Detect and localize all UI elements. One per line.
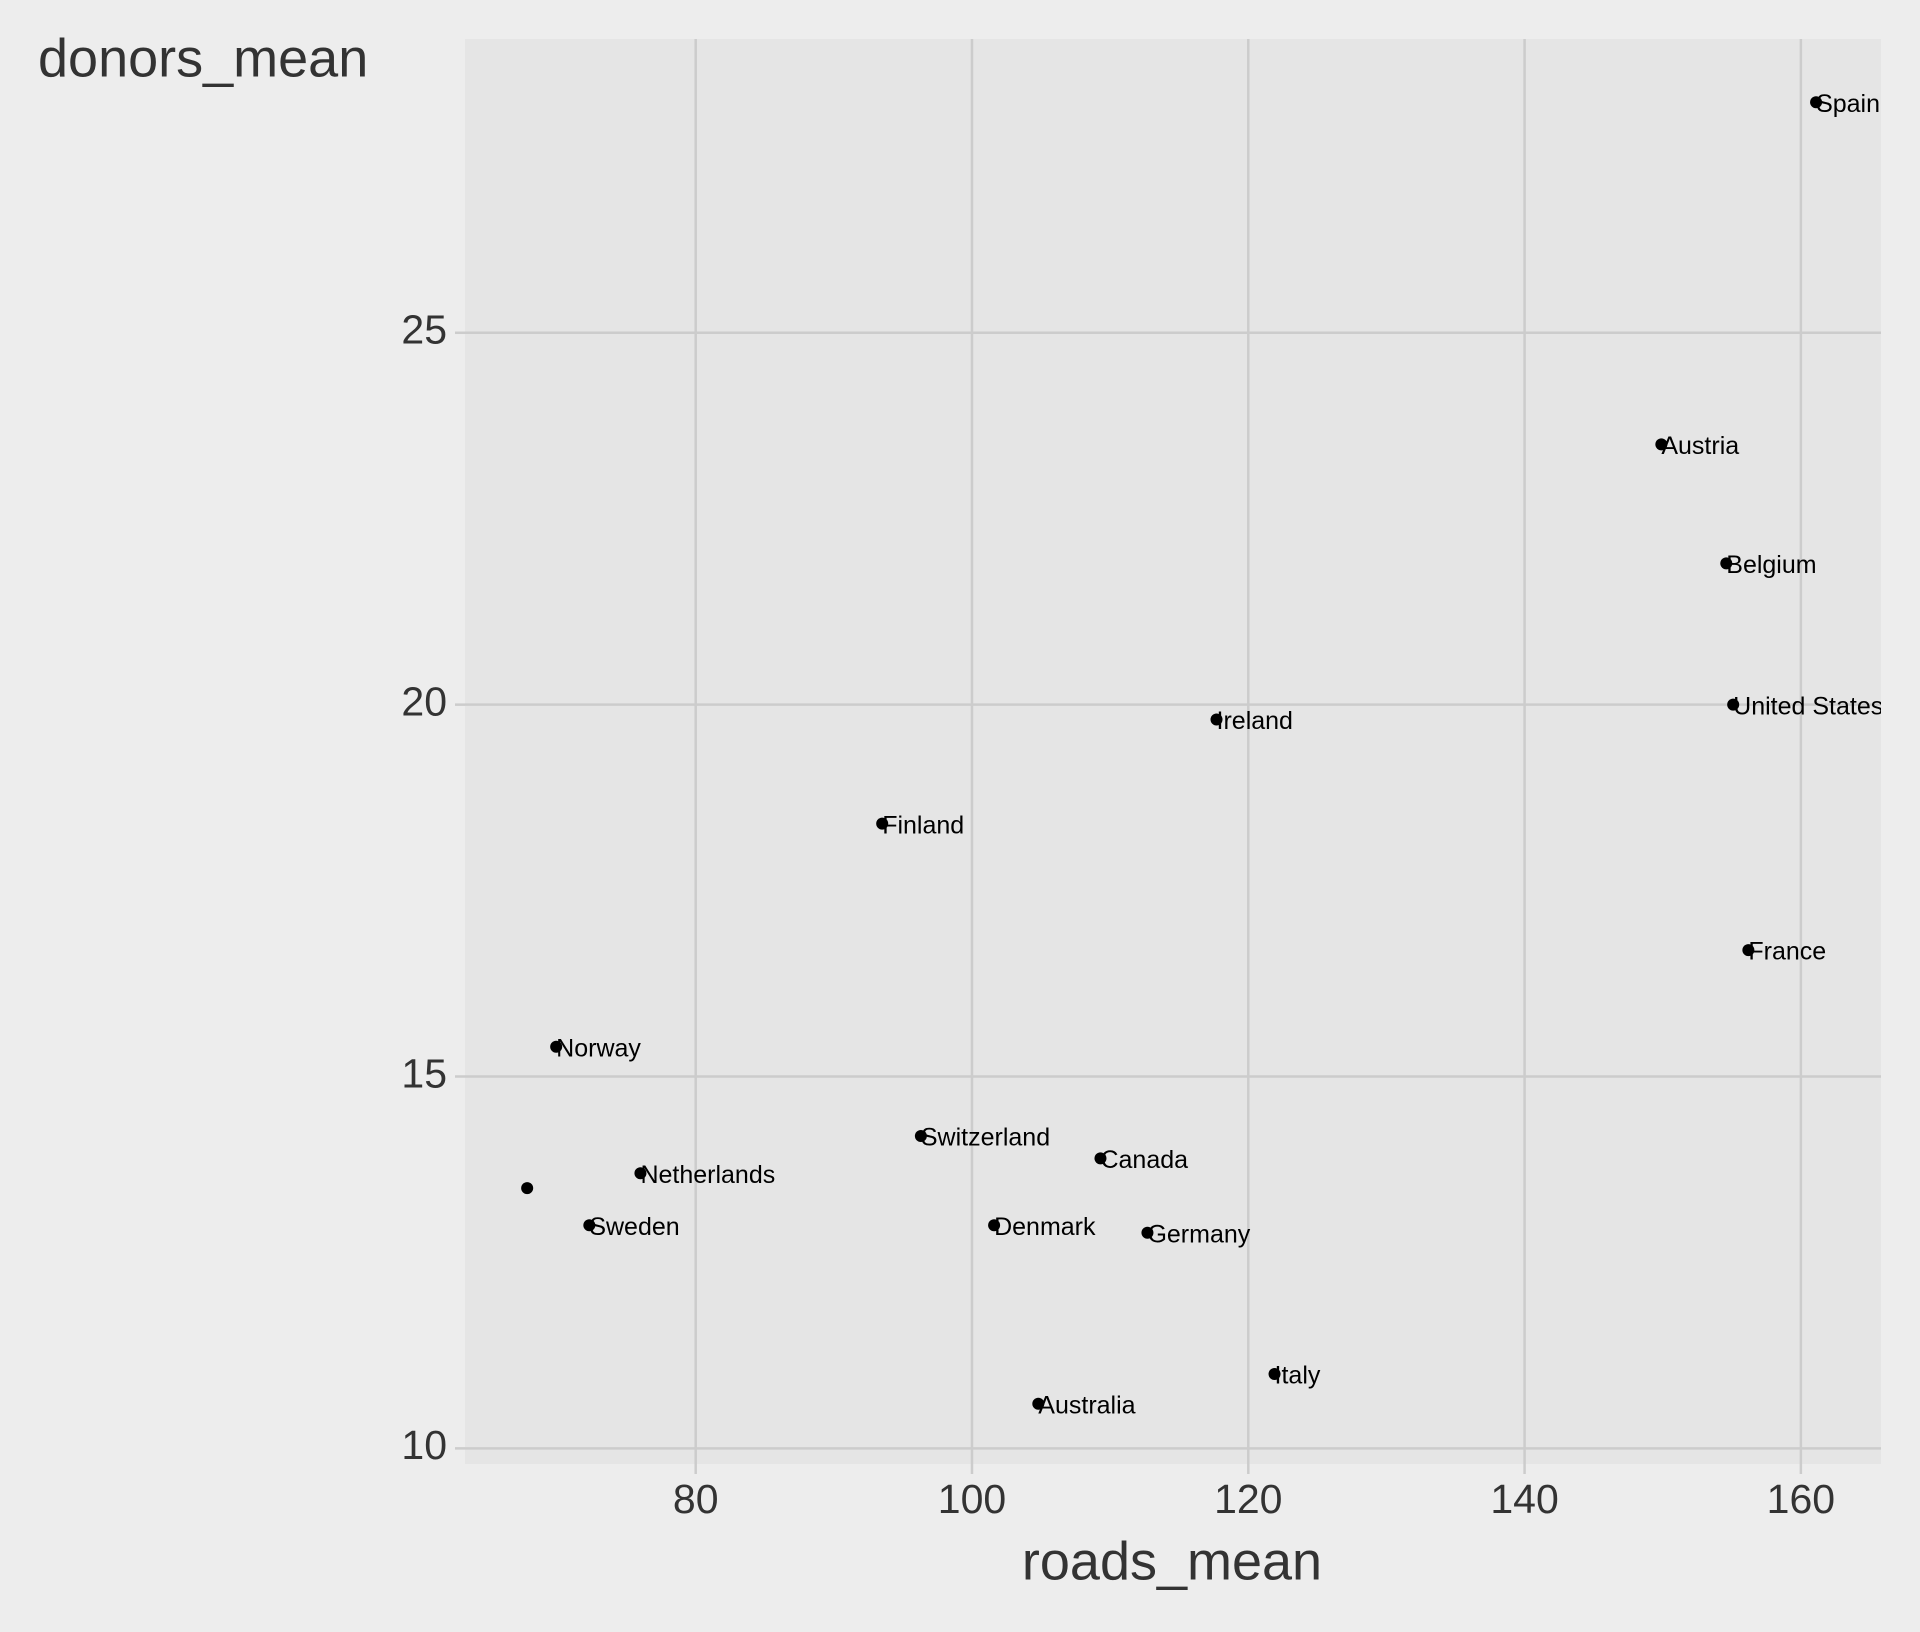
point (1094, 1152, 1107, 1165)
point (876, 817, 889, 830)
y-tick-label: 25 (401, 307, 447, 353)
point (988, 1219, 1001, 1232)
point (1727, 698, 1740, 711)
point (521, 1182, 534, 1195)
point-label: Canada (1100, 1146, 1188, 1174)
point-label: United States (1733, 692, 1883, 720)
point-label: Finland (882, 811, 964, 839)
x-axis-title: roads_mean (1022, 1531, 1322, 1591)
point (1810, 96, 1823, 109)
x-tick-label: 80 (673, 1476, 719, 1522)
y-tick-label: 10 (401, 1422, 447, 1468)
point-label: France (1748, 938, 1826, 966)
point (634, 1167, 647, 1180)
point (914, 1130, 927, 1143)
point-label: Ireland (1217, 707, 1293, 735)
y-tick-label: 15 (401, 1050, 447, 1096)
point-label: Australia (1038, 1391, 1135, 1419)
panel (465, 39, 1881, 1464)
y-tick-label: 20 (401, 678, 447, 724)
point (1655, 438, 1668, 451)
point (550, 1040, 563, 1053)
point-label: Sweden (589, 1213, 679, 1241)
point-label: Italy (1275, 1362, 1321, 1390)
point-label: Denmark (994, 1213, 1096, 1241)
point-label: Spain (1816, 90, 1880, 118)
point-label: Switzerland (921, 1124, 1050, 1152)
points: Spain Austria Belgium United States Ireland F… (521, 90, 1883, 1419)
x-tick-label: 100 (938, 1476, 1006, 1522)
x-tick-label: 120 (1214, 1476, 1282, 1522)
grid: 10 15 20 25 80 100 120 140 160 (401, 39, 1881, 1522)
point-label: Belgium (1726, 551, 1816, 579)
point-label: Netherlands (640, 1161, 775, 1189)
point-label: Germany (1147, 1220, 1250, 1248)
x-tick-label: 140 (1490, 1476, 1558, 1522)
point-label: Norway (556, 1034, 641, 1062)
point (1720, 557, 1733, 570)
point-label: Austria (1661, 432, 1739, 460)
point (1210, 713, 1223, 726)
point (1032, 1397, 1045, 1410)
y-axis-title: donors_mean (38, 28, 368, 88)
point (1268, 1368, 1281, 1381)
point (1742, 944, 1755, 957)
point (1141, 1226, 1154, 1239)
point (583, 1219, 596, 1232)
x-tick-label: 160 (1767, 1476, 1835, 1522)
